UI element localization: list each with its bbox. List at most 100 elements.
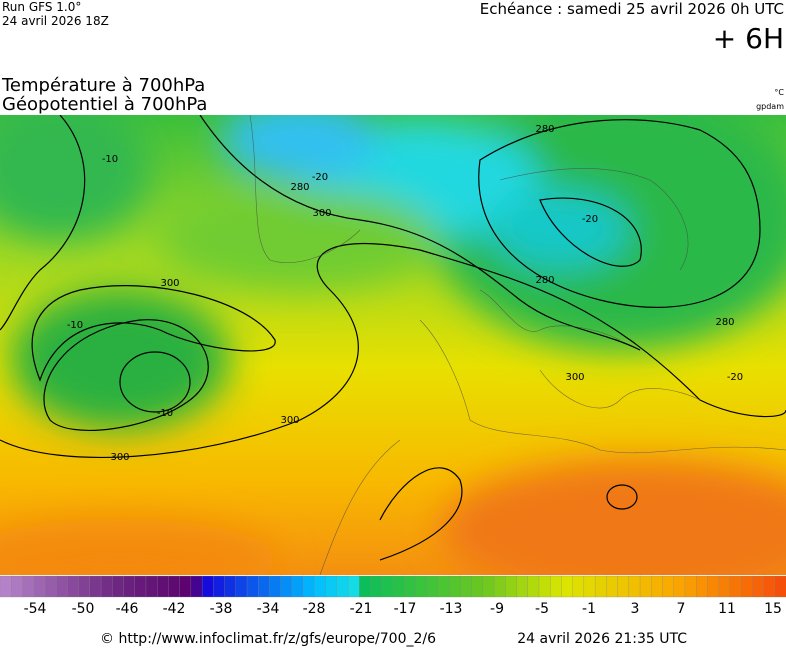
colorbar-swatch — [325, 575, 338, 598]
contour-label: -20 — [312, 172, 328, 183]
colorbar-swatch — [112, 575, 125, 598]
colorbar-swatch — [291, 575, 304, 598]
colorbar-swatch — [628, 575, 641, 598]
colorbar-swatch — [415, 575, 428, 598]
colorbar-swatch — [696, 575, 709, 598]
colorbar-swatch — [78, 575, 91, 598]
colorbar-swatch — [314, 575, 327, 598]
colorbar-swatch — [673, 575, 686, 598]
colorbar-swatch — [718, 575, 731, 598]
colorbar-label: -46 — [116, 601, 139, 617]
run-date: 24 avril 2026 18Z — [2, 14, 109, 28]
contour-label: -10 — [102, 154, 118, 165]
colorbar-swatch — [606, 575, 619, 598]
contour-label: 300 — [110, 452, 129, 463]
colorbar-swatch — [572, 575, 585, 598]
colorbar-swatch — [527, 575, 540, 598]
contour-label: -20 — [727, 372, 743, 383]
colorbar-swatch — [145, 575, 158, 598]
contour-label: 300 — [160, 278, 179, 289]
run: Run GFS 1.0° — [2, 0, 81, 14]
colorbar-swatch — [437, 575, 450, 598]
colorbar-swatch — [550, 575, 563, 598]
colorbar-swatch — [460, 575, 473, 598]
colorbar-swatch — [336, 575, 349, 598]
colorbar-swatch — [55, 575, 69, 598]
colorbar-swatch — [493, 575, 506, 598]
colorbar-swatch — [392, 575, 405, 598]
colorbar-swatch — [617, 575, 630, 598]
colorbar-swatch — [224, 575, 237, 598]
colorbar-swatch — [426, 575, 439, 598]
colorbar-swatch — [235, 575, 248, 598]
colorbar-swatch — [561, 575, 574, 598]
colorbar-swatch — [347, 575, 360, 598]
colorbar-swatch — [89, 575, 102, 598]
colorbar-swatch — [381, 575, 394, 598]
colorbar-swatch — [33, 575, 46, 598]
contour-label: -10 — [157, 408, 173, 419]
colorbar-label: -21 — [350, 601, 373, 617]
colorbar-swatch — [752, 575, 765, 598]
contour-label: 280 — [535, 275, 554, 286]
colorbar-swatch — [303, 575, 316, 598]
colorbar-swatch — [157, 575, 170, 598]
colorbar-label: -28 — [303, 601, 326, 617]
title: Géopotentiel à 700hPa — [2, 94, 207, 115]
colorbar-swatch — [168, 575, 181, 598]
generated-time: 24 avril 2026 21:35 UTC — [517, 631, 687, 647]
colorbar-label: -1 — [582, 601, 596, 617]
contour-label: 300 — [312, 208, 331, 219]
colorbar-swatch — [404, 575, 417, 598]
colorbar-label: 3 — [631, 601, 640, 617]
colorbar-swatch — [729, 575, 742, 598]
colorbar-swatch — [190, 575, 203, 598]
colorbar-swatch — [505, 575, 518, 598]
contour-label: 280 — [290, 182, 309, 193]
colorbar-swatch — [763, 575, 776, 598]
colorbar-swatch — [583, 575, 596, 598]
colorbar-label: -17 — [394, 601, 417, 617]
colorbar-swatch — [707, 575, 720, 598]
map: 300300300300300280280280280-20-20-10-10-… — [0, 115, 786, 575]
colorbar-swatch — [662, 575, 675, 598]
colorbar-label: -54 — [24, 601, 47, 617]
colorbar-swatch — [370, 575, 383, 598]
colorbar-swatch — [0, 575, 12, 598]
colorbar-label: -9 — [490, 601, 504, 617]
colorbar-swatch — [213, 575, 226, 598]
contour-label: 280 — [715, 317, 734, 328]
colorbar-swatch — [22, 575, 35, 598]
colorbar-label: -5 — [535, 601, 549, 617]
colorbar-swatch — [44, 575, 57, 598]
colorbar-swatch — [359, 575, 372, 598]
contour-label: 280 — [535, 124, 554, 135]
colorbar — [0, 575, 786, 598]
colorbar-swatch — [594, 575, 607, 598]
colorbar-swatch — [123, 575, 136, 598]
colorbar-label: -13 — [440, 601, 463, 617]
contour-label: 300 — [565, 372, 584, 383]
colorbar-swatch — [471, 575, 484, 598]
contour-label: -10 — [67, 320, 83, 331]
colorbar-swatch — [651, 575, 664, 598]
colorbar-swatch — [538, 575, 551, 598]
colorbar-swatch — [516, 575, 529, 598]
contour-label: 300 — [280, 415, 299, 426]
colorbar-swatch — [179, 575, 192, 598]
colorbar-swatch — [740, 575, 753, 598]
source-url: © http://www.infoclimat.fr/z/gfs/europe/… — [100, 631, 436, 647]
offset: + 6H — [713, 22, 784, 55]
valid-time: Echéance : samedi 25 avril 2026 0h UTC — [480, 0, 784, 18]
colorbar-swatch — [246, 575, 259, 598]
colorbar-swatch — [100, 575, 113, 598]
colorbar-label: 15 — [764, 601, 782, 617]
colorbar-swatch — [269, 575, 282, 598]
colorbar-swatch — [684, 575, 697, 598]
colorbar-swatch — [639, 575, 652, 598]
colorbar-label: -50 — [72, 601, 95, 617]
colorbar-swatch — [134, 575, 147, 598]
contour-label: -20 — [582, 214, 598, 225]
colorbar-swatch — [280, 575, 293, 598]
